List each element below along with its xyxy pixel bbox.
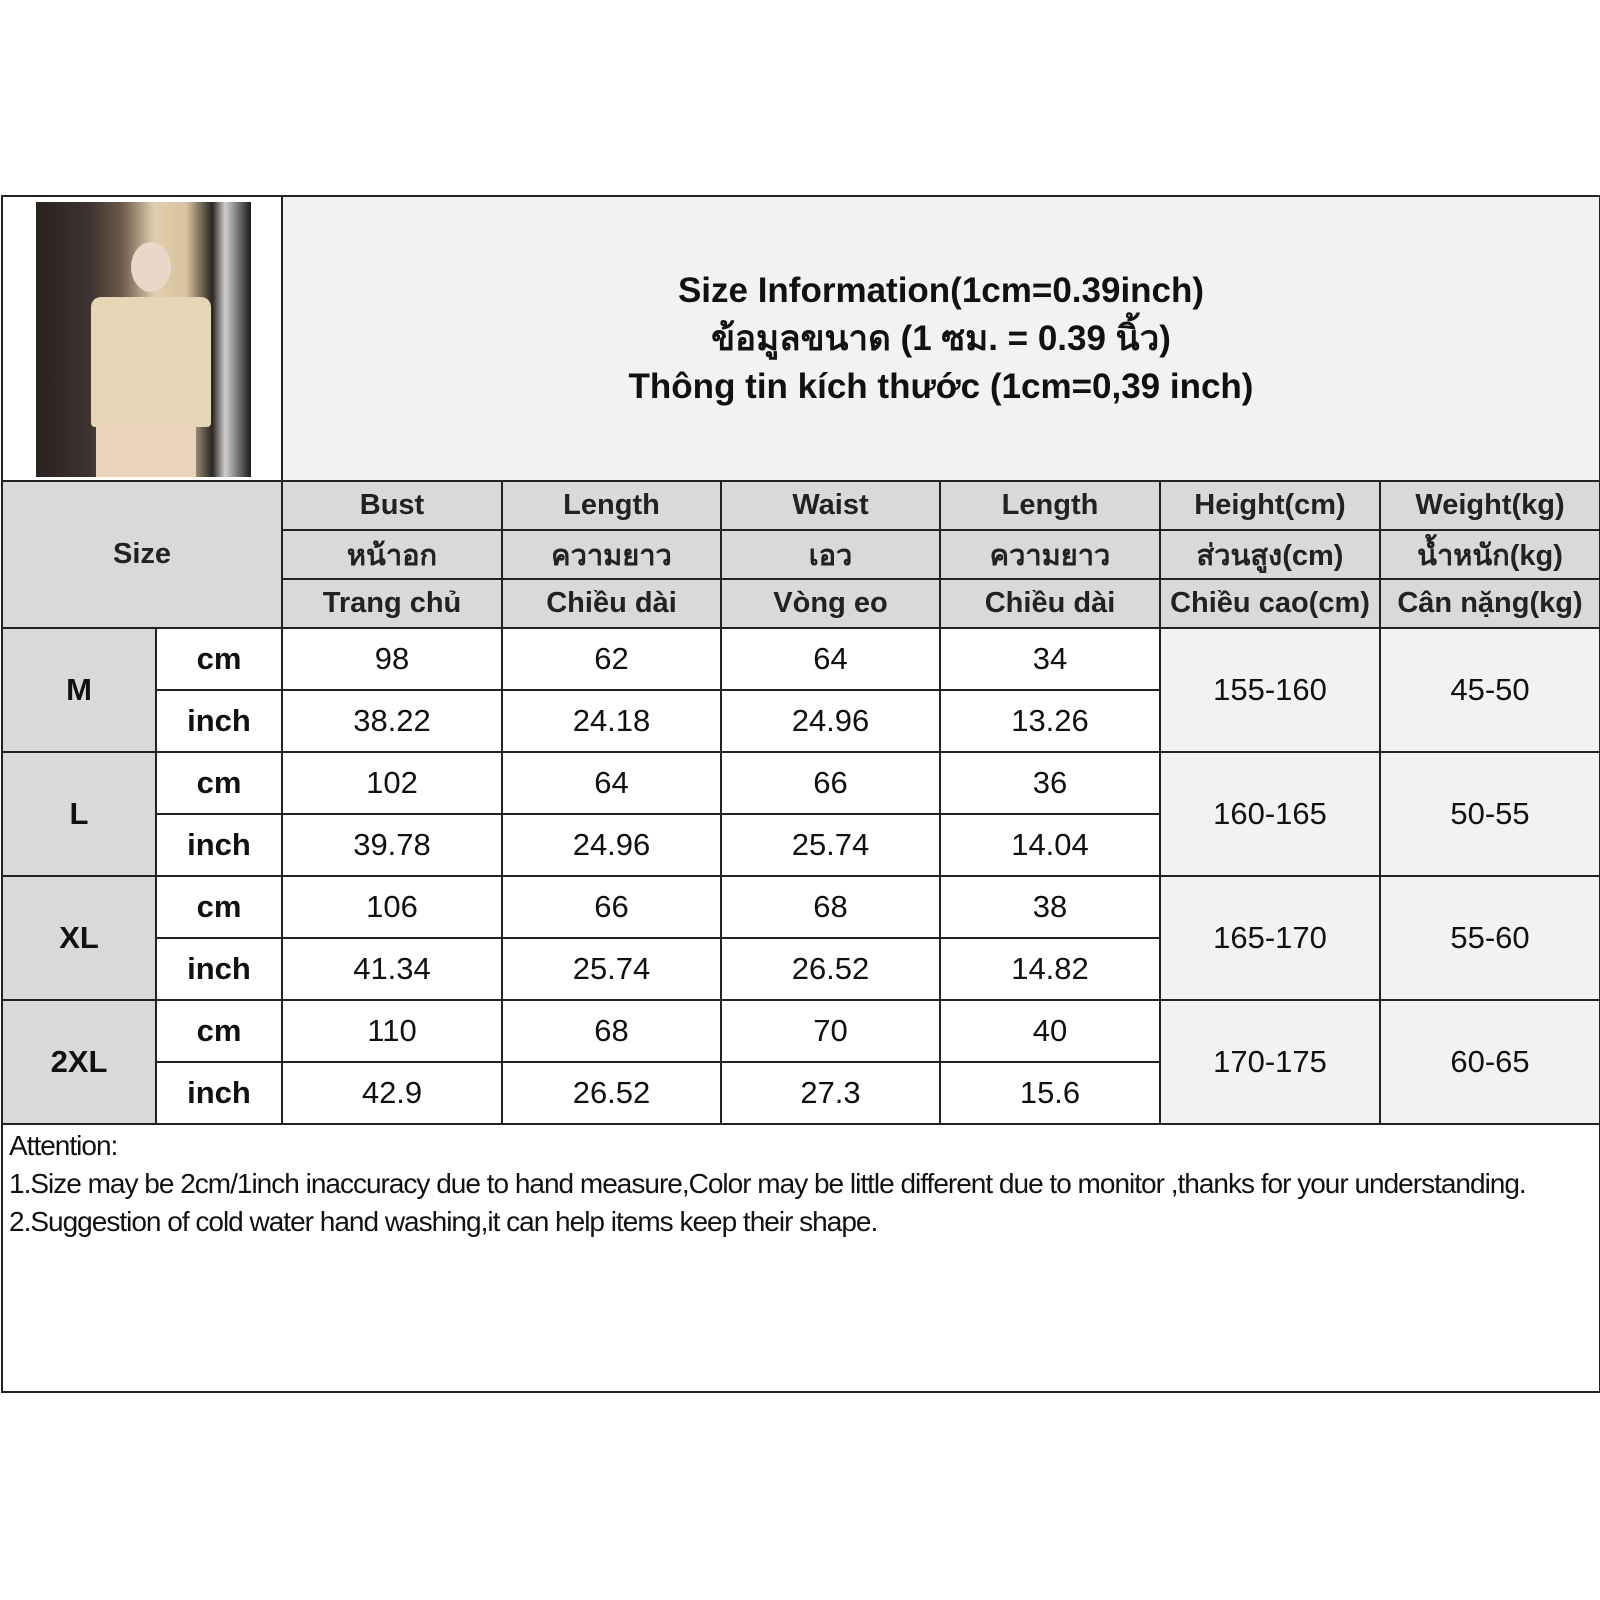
unit-label: cm [155, 999, 283, 1063]
col-header-th: เอว [720, 529, 941, 580]
cell-cm: 70 [720, 999, 941, 1063]
unit-label: inch [155, 937, 283, 1001]
col-header-vi: Trang chủ [281, 578, 503, 629]
size-header: Size [1, 480, 283, 629]
cell-cm: 38 [939, 875, 1161, 939]
table-row-inch: inch 41.34 25.74 26.52 14.82 [2, 937, 1600, 1001]
table-row-inch: inch 39.78 24.96 25.74 14.04 [2, 813, 1600, 877]
unit-label: inch [155, 813, 283, 877]
col-header-en: Length [501, 480, 722, 531]
col-header-th: ส่วนสูง(cm) [1159, 529, 1381, 580]
cell-height: 160-165 [1159, 751, 1381, 877]
cell-cm: 64 [720, 627, 941, 691]
note-item: 1.Size may be 2cm/1inch inaccuracy due t… [9, 1168, 1527, 1199]
cell-cm: 66 [501, 875, 722, 939]
table-row-cm: 2XL cm 110 68 70 40 170-175 60-65 [1, 999, 1600, 1125]
col-header-vi: Vòng eo [720, 578, 941, 629]
cell-cm: 66 [720, 751, 941, 815]
cell-inch: 26.52 [501, 1061, 722, 1125]
product-photo [36, 202, 251, 477]
col-header-th: ความยาว [501, 529, 722, 580]
cell-cm: 98 [281, 627, 503, 691]
col-header-en: Weight(kg) [1378, 480, 1600, 531]
cell-cm: 62 [501, 627, 722, 691]
cell-inch: 14.04 [939, 813, 1161, 877]
cell-inch: 13.26 [939, 689, 1161, 753]
cell-cm: 68 [501, 999, 722, 1063]
cell-cm: 64 [501, 751, 722, 815]
col-header-en: Waist [720, 480, 941, 531]
col-header-vi: Chiều dài [501, 578, 722, 629]
table-row-inch: inch 42.9 26.52 27.3 15.6 [2, 1061, 1600, 1125]
cell-inch: 41.34 [281, 937, 503, 1001]
cell-inch: 25.74 [720, 813, 941, 877]
cell-inch: 14.82 [939, 937, 1161, 1001]
cell-height: 165-170 [1159, 875, 1381, 1001]
notes-heading: Attention: [9, 1130, 118, 1161]
col-header-en: Bust [281, 480, 503, 531]
title-en: Size Information(1cm=0.39inch) [677, 270, 1205, 310]
cell-inch: 39.78 [281, 813, 503, 877]
col-header-th: ความยาว [939, 529, 1161, 580]
col-header-vi: Chiều dài [939, 578, 1161, 629]
cell-cm: 106 [281, 875, 503, 939]
title-cell: Size Information(1cm=0.39inch) ข้อมูลขนา… [280, 195, 1600, 482]
cell-cm: 68 [720, 875, 941, 939]
size-label: 2XL [1, 999, 157, 1125]
cell-inch: 15.6 [939, 1061, 1161, 1125]
col-header-th: หน้าอก [281, 529, 503, 580]
cell-inch: 27.3 [720, 1061, 941, 1125]
unit-label: cm [155, 627, 283, 691]
cell-weight: 50-55 [1378, 751, 1600, 877]
col-header-en: Height(cm) [1159, 480, 1381, 531]
unit-label: inch [155, 689, 283, 753]
cell-cm: 36 [939, 751, 1161, 815]
col-header-vi: Chiều cao(cm) [1159, 578, 1381, 629]
cell-weight: 55-60 [1378, 875, 1600, 1001]
col-header-th: น้ำหนัก(kg) [1378, 529, 1600, 580]
size-label: M [1, 627, 157, 753]
unit-label: cm [155, 751, 283, 815]
cell-cm: 110 [281, 999, 503, 1063]
unit-label: cm [155, 875, 283, 939]
size-label: L [1, 751, 157, 877]
size-table: Size Information(1cm=0.39inch) ข้อมูลขนา… [0, 195, 1600, 1393]
cell-inch: 24.18 [501, 689, 722, 753]
title-vi: Thông tin kích thước (1cm=0,39 inch) [628, 366, 1254, 406]
cell-inch: 24.96 [501, 813, 722, 877]
notes: Attention: 1.Size may be 2cm/1inch inacc… [0, 1123, 1600, 1393]
cell-inch: 26.52 [720, 937, 941, 1001]
cell-cm: 102 [281, 751, 503, 815]
cell-weight: 60-65 [1378, 999, 1600, 1125]
cell-inch: 24.96 [720, 689, 941, 753]
cell-inch: 38.22 [281, 689, 503, 753]
cell-cm: 40 [939, 999, 1161, 1063]
cell-inch: 42.9 [281, 1061, 503, 1125]
table-row-cm: XL cm 106 66 68 38 165-170 55-60 [1, 875, 1600, 1001]
table-row-inch: inch 38.22 24.18 24.96 13.26 [2, 689, 1600, 753]
size-chart: Size Information(1cm=0.39inch) ข้อมูลขนา… [0, 195, 1600, 1393]
cell-height: 155-160 [1159, 627, 1381, 753]
unit-label: inch [155, 1061, 283, 1125]
col-header-en: Length [939, 480, 1161, 531]
cell-cm: 34 [939, 627, 1161, 691]
cell-height: 170-175 [1159, 999, 1381, 1125]
size-label: XL [1, 875, 157, 1001]
title-th: ข้อมูลขนาด (1 ซม. = 0.39 นิ้ว) [711, 318, 1171, 358]
cell-inch: 25.74 [501, 937, 722, 1001]
cell-weight: 45-50 [1378, 627, 1600, 753]
col-header-vi: Cân nặng(kg) [1378, 578, 1600, 629]
note-item: 2.Suggestion of cold water hand washing,… [9, 1206, 878, 1237]
product-photo-cell [1, 195, 283, 482]
